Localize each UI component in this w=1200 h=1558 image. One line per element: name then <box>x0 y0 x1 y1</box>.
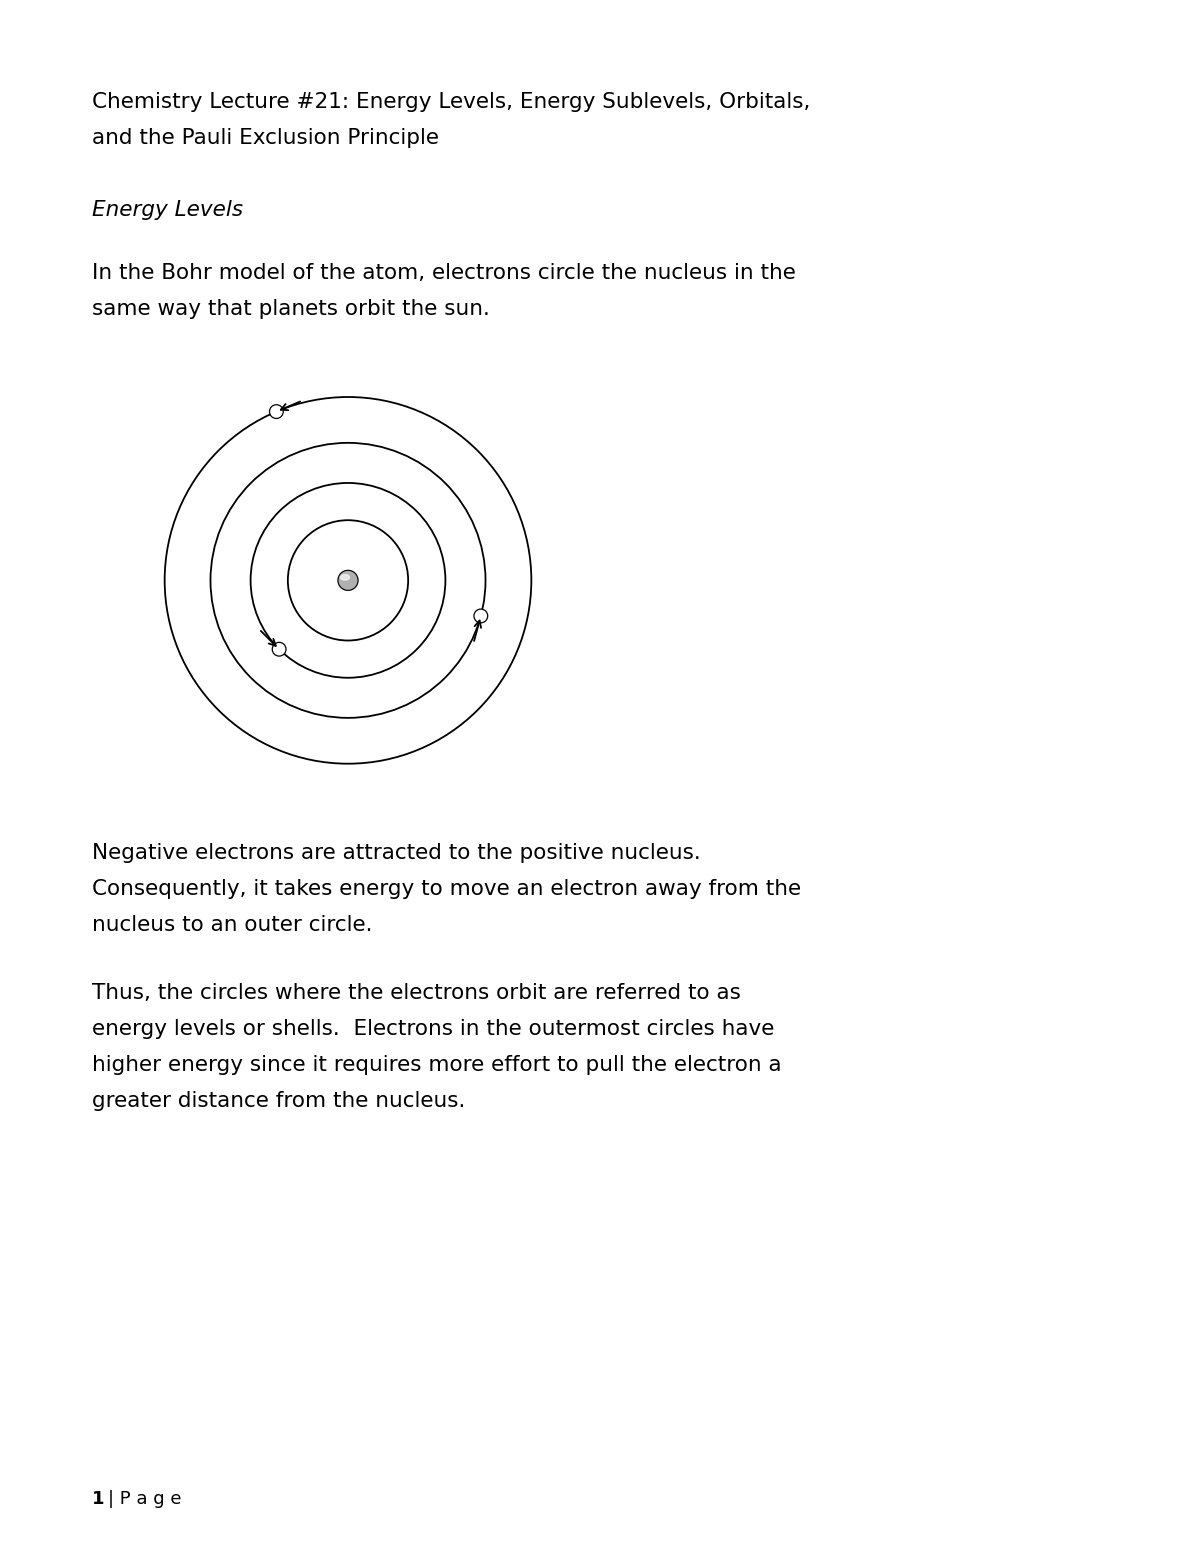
Circle shape <box>272 642 286 656</box>
Text: same way that planets orbit the sun.: same way that planets orbit the sun. <box>92 299 490 319</box>
Text: and the Pauli Exclusion Principle: and the Pauli Exclusion Principle <box>92 128 439 148</box>
Text: nucleus to an outer circle.: nucleus to an outer circle. <box>92 915 372 935</box>
Text: Chemistry Lecture #21: Energy Levels, Energy Sublevels, Orbitals,: Chemistry Lecture #21: Energy Levels, En… <box>92 92 810 112</box>
Circle shape <box>474 609 487 623</box>
Text: Negative electrons are attracted to the positive nucleus.: Negative electrons are attracted to the … <box>92 843 701 863</box>
Circle shape <box>338 570 358 590</box>
Text: | P a g e: | P a g e <box>108 1489 181 1508</box>
Text: Thus, the circles where the electrons orbit are referred to as: Thus, the circles where the electrons or… <box>92 983 740 1003</box>
Text: Energy Levels: Energy Levels <box>92 199 244 220</box>
Text: Consequently, it takes energy to move an electron away from the: Consequently, it takes energy to move an… <box>92 879 802 899</box>
Text: 1: 1 <box>92 1489 104 1508</box>
Circle shape <box>270 405 283 419</box>
Text: higher energy since it requires more effort to pull the electron a: higher energy since it requires more eff… <box>92 1055 781 1075</box>
Text: energy levels or shells.  Electrons in the outermost circles have: energy levels or shells. Electrons in th… <box>92 1019 774 1039</box>
Text: greater distance from the nucleus.: greater distance from the nucleus. <box>92 1091 466 1111</box>
Text: In the Bohr model of the atom, electrons circle the nucleus in the: In the Bohr model of the atom, electrons… <box>92 263 796 284</box>
Ellipse shape <box>341 575 349 580</box>
